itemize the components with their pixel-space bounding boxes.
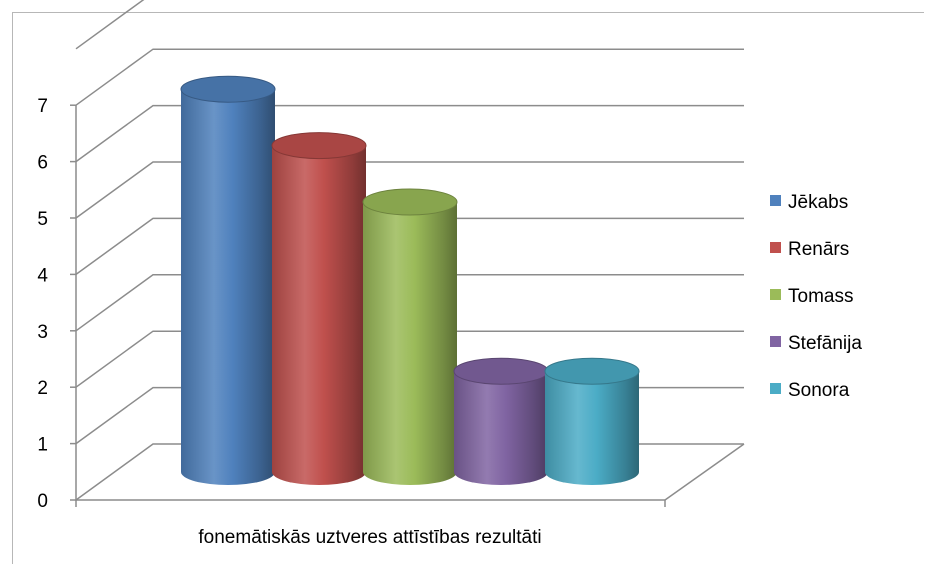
bar-body [272,145,366,485]
bar-top [271,132,367,160]
legend-item: Renārs [770,239,849,260]
gridline [75,217,744,276]
gridline [75,161,744,219]
legend-label: Stefānija [788,333,862,354]
chart-frame [12,12,924,564]
bar-renārs [271,132,367,485]
gridlines [75,0,745,501]
x-category-label: fonemātiskās uztveres attīstības rezultā… [198,527,541,548]
legend-swatch [770,195,781,206]
legend-item: Sonora [770,380,850,401]
legend-swatch [770,289,781,300]
gridline [75,274,744,332]
y-tick-label: 5 [37,209,48,230]
y-tick-label: 4 [37,265,48,286]
y-tick-labels: 0 1 2 3 4 5 6 7 [37,96,48,512]
bar-body [545,371,639,485]
y-tick-label: 3 [37,322,48,343]
bars [180,75,640,485]
bar-top [544,357,640,385]
bar-body [454,371,548,485]
legend-label: Renārs [788,239,849,260]
gridline [75,0,145,50]
bar-stefānija [453,357,549,485]
legend-label: Jēkabs [788,192,848,213]
bar-top [180,75,276,103]
legend-swatch [770,242,781,253]
gridline [75,330,744,388]
legend-item: Tomass [770,286,853,307]
bar-top [362,188,458,216]
legend-swatch [770,383,781,394]
legend-item: Stefānija [770,333,862,354]
legend-label: Tomass [788,286,853,307]
bar-sonora [544,357,640,485]
gridline [75,48,744,106]
bar-top [453,357,549,385]
y-tick-label: 2 [37,378,48,399]
y-tick-label: 1 [37,435,48,456]
legend-item: Jēkabs [770,192,848,213]
bar-jēkabs [180,75,276,485]
y-tick-label: 0 [37,491,48,512]
legend: Jēkabs Renārs Tomass Stefānija Sonora [770,192,862,401]
bar-body [181,89,275,485]
legend-label: Sonora [788,380,850,401]
bar-body [363,202,457,485]
y-tick-label: 6 [37,153,48,174]
gridline [75,104,744,163]
legend-swatch [770,336,781,347]
floor-edge [664,443,745,501]
bar-tomass [362,188,458,485]
y-tick-label: 7 [37,96,48,117]
axes [70,104,666,507]
